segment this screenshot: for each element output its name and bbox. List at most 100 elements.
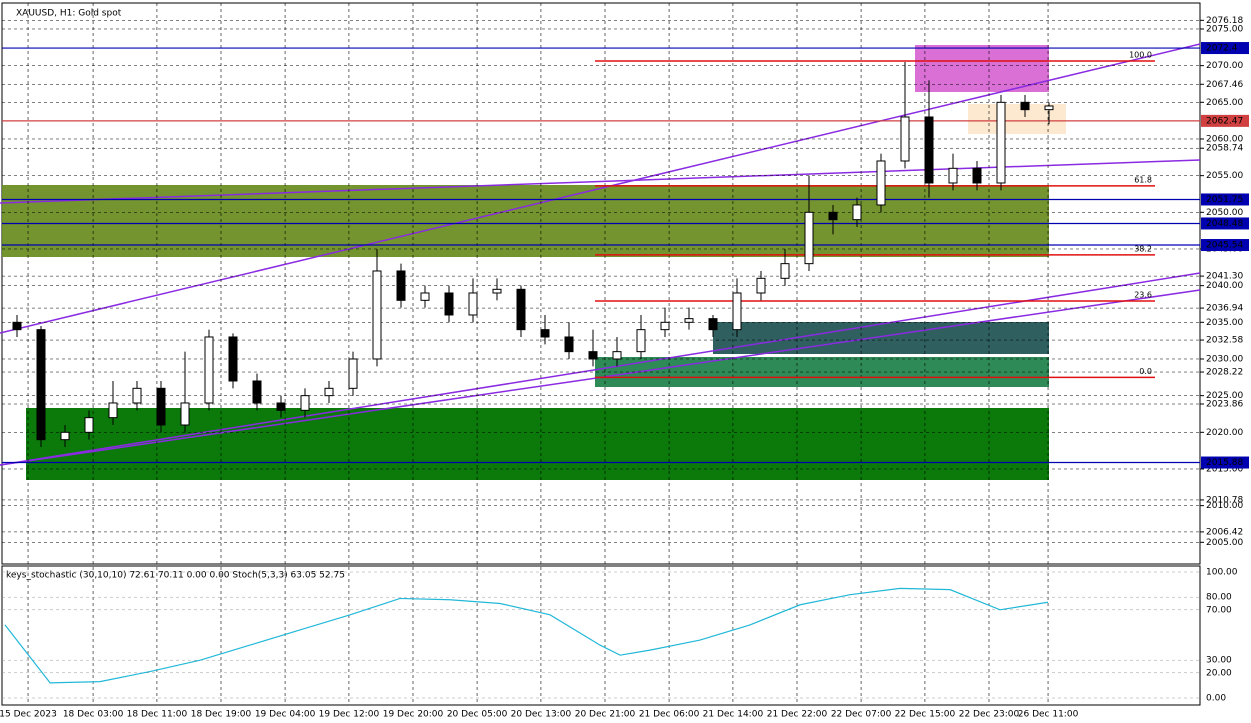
price-label-bg — [1201, 42, 1249, 55]
fib-label: 23.6 — [1134, 291, 1152, 300]
candle-body — [564, 336, 574, 353]
y-tick-label: 2067.46 — [1206, 80, 1243, 90]
indicator-title: keys_stochastic (30,10,10) 72.61 70.11 0… — [6, 571, 345, 581]
x-tick-label: 22 Dec 23:00 — [959, 710, 1020, 720]
candle-body — [636, 329, 646, 353]
candle-body — [852, 204, 862, 221]
candle-body — [132, 387, 142, 404]
candle-body — [924, 116, 934, 184]
candle-body — [420, 292, 430, 301]
candle-body — [396, 270, 406, 301]
price-label: 2045.54 — [1206, 241, 1243, 251]
y-tick-label: 2025.00 — [1206, 391, 1243, 401]
candle-body — [372, 270, 382, 360]
x-tick-label: 19 Dec 20:00 — [383, 710, 444, 720]
y-tick-label: 2010.00 — [1206, 501, 1243, 511]
x-tick-label: 19 Dec 12:00 — [319, 710, 380, 720]
y-tick-label: 2028.22 — [1206, 368, 1243, 378]
candle-body — [1020, 101, 1030, 111]
y-tick-label: 2075.00 — [1206, 24, 1243, 34]
candle-body — [900, 116, 910, 162]
price-label-bg — [1201, 114, 1249, 127]
candle-body — [732, 292, 742, 331]
y-tick-label: 0.00 — [1206, 694, 1226, 704]
fib-label: 0.0 — [1139, 367, 1152, 376]
y-tick-label: 2076.18 — [1206, 16, 1243, 26]
y-tick-label: 2010.78 — [1206, 495, 1243, 505]
y-tick-label: 2040.00 — [1206, 281, 1243, 291]
candle-body — [828, 211, 838, 221]
price-label: 2051.75 — [1206, 195, 1243, 205]
fib-label: 100.0 — [1129, 50, 1152, 59]
x-tick-label: 22 Dec 15:00 — [895, 710, 956, 720]
x-tick-label: 15 Dec 2023 — [0, 710, 57, 720]
x-tick-label: 18 Dec 03:00 — [63, 710, 124, 720]
channel-line — [0, 272, 1201, 466]
y-tick-label: 2006.42 — [1206, 527, 1243, 537]
candle-body — [276, 402, 286, 411]
x-tick-label: 20 Dec 05:00 — [447, 710, 508, 720]
price-label: 2062.47 — [1206, 116, 1243, 126]
price-label-bg — [1201, 456, 1249, 469]
candle-body — [996, 101, 1006, 184]
y-tick-label: 2023.86 — [1206, 400, 1243, 410]
candle-body — [876, 160, 886, 206]
candle-body — [348, 358, 358, 389]
chart-title: XAUUSD, H1: Gold spot — [16, 9, 122, 19]
candle-body — [444, 292, 454, 316]
y-tick-label: 2005.00 — [1206, 538, 1243, 548]
y-tick-label: 2036.94 — [1206, 304, 1243, 314]
y-tick-label: 2070.00 — [1206, 61, 1243, 71]
candle-body — [708, 318, 718, 331]
channel-line — [0, 43, 1201, 334]
x-tick-label: 19 Dec 04:00 — [255, 710, 316, 720]
x-tick-label: 20 Dec 13:00 — [511, 710, 572, 720]
x-tick-label: 22 Dec 07:00 — [831, 710, 892, 720]
price-label: 2048.48 — [1206, 219, 1243, 229]
price-label: 2015.88 — [1206, 458, 1243, 468]
price-label-bg — [1201, 239, 1249, 252]
candle-body — [156, 387, 166, 426]
y-tick-label: 80.00 — [1206, 593, 1232, 603]
y-tick-label: 2030.00 — [1206, 354, 1243, 364]
candle-body — [492, 288, 502, 294]
candle-body — [84, 417, 94, 433]
stoch-line — [4, 587, 1049, 684]
candle-body — [1044, 105, 1054, 111]
price-label-bg — [1201, 217, 1249, 230]
candle-body — [180, 402, 190, 426]
y-tick-label: 70.00 — [1206, 605, 1232, 615]
candle-body — [228, 336, 238, 382]
candle-body — [468, 292, 478, 316]
candle-body — [300, 395, 310, 411]
x-tick-label: 21 Dec 06:00 — [639, 710, 700, 720]
x-tick-label: 18 Dec 11:00 — [127, 710, 188, 720]
y-tick-label: 2035.00 — [1206, 318, 1243, 328]
y-tick-label: 30.00 — [1206, 656, 1232, 666]
x-tick-label: 18 Dec 19:00 — [191, 710, 252, 720]
y-tick-label: 20.00 — [1206, 668, 1232, 678]
candle-body — [948, 167, 958, 184]
candle-body — [108, 402, 118, 419]
y-tick-label: 2065.00 — [1206, 98, 1243, 108]
candle-body — [756, 277, 766, 294]
candle-body — [516, 288, 526, 331]
y-tick-label: 2050.00 — [1206, 208, 1243, 218]
zone — [26, 408, 1049, 480]
y-tick-label: 2015.00 — [1206, 464, 1243, 474]
candle-body — [540, 329, 550, 338]
candle-body — [36, 329, 46, 441]
x-tick-label: 20 Dec 21:00 — [575, 710, 636, 720]
candle-body — [972, 167, 982, 184]
fib-label: 61.8 — [1134, 175, 1152, 184]
zone — [2, 185, 1049, 257]
stoch-pane — [1, 565, 1201, 706]
main-pane — [1, 2, 1201, 565]
candle-body — [12, 321, 22, 331]
candle-body — [588, 351, 598, 360]
fib-label: 38.2 — [1134, 244, 1152, 253]
y-tick-label: 2058.74 — [1206, 144, 1243, 154]
y-tick-label: 2060.00 — [1206, 134, 1243, 144]
candle-body — [252, 380, 262, 404]
